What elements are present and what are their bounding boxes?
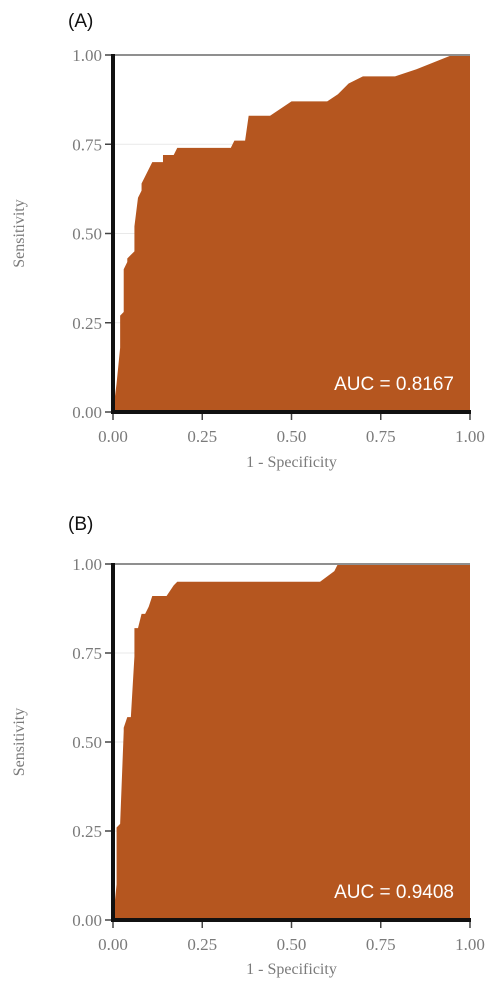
x-tick-label: 1.00 [455, 427, 485, 446]
x-tick-label: 0.75 [366, 935, 396, 954]
x-tick-label: 0.25 [187, 427, 217, 446]
y-tick-label: 1.00 [72, 555, 102, 574]
x-tick-label: 1.00 [455, 935, 485, 954]
auc-annotation: AUC = 0.8167 [334, 374, 454, 395]
x-tick-label: 0.25 [187, 935, 217, 954]
y-tick-label: 0.25 [72, 314, 102, 333]
panel-label: (B) [68, 514, 93, 535]
y-tick-label: 0.00 [72, 403, 102, 422]
x-axis-title: 1 - Specificity [246, 454, 337, 471]
y-axis-title: Sensitivity [11, 708, 28, 776]
roc-panel-2: (B) 0.00 0.25 0.50 0.75 1.00 0.00 0.25 0.50 0.75 1… [11, 514, 485, 978]
y-tick-label: 0.25 [72, 822, 102, 841]
x-tick-label: 0.00 [98, 427, 128, 446]
roc-panel-1: (A) 0.00 0.25 0.50 0.75 1.00 0.00 0.25 0.50 0.75 1… [11, 11, 485, 471]
x-tick-label: 0.00 [98, 935, 128, 954]
auc-annotation: AUC = 0.9408 [334, 882, 454, 903]
y-tick-label: 1.00 [72, 46, 102, 65]
x-tick-label: 0.50 [277, 427, 307, 446]
x-tick-label: 0.75 [366, 427, 396, 446]
roc-area [113, 564, 470, 920]
y-tick-label: 0.75 [72, 135, 102, 154]
x-axis-title: 1 - Specificity [246, 961, 337, 978]
roc-area [113, 55, 470, 412]
y-axis-title: Sensitivity [11, 199, 28, 267]
y-tick-label: 0.50 [72, 733, 102, 752]
panel-label: (A) [68, 11, 93, 32]
y-tick-label: 0.75 [72, 644, 102, 663]
x-tick-label: 0.50 [277, 935, 307, 954]
y-tick-label: 0.50 [72, 225, 102, 244]
y-tick-label: 0.00 [72, 911, 102, 930]
